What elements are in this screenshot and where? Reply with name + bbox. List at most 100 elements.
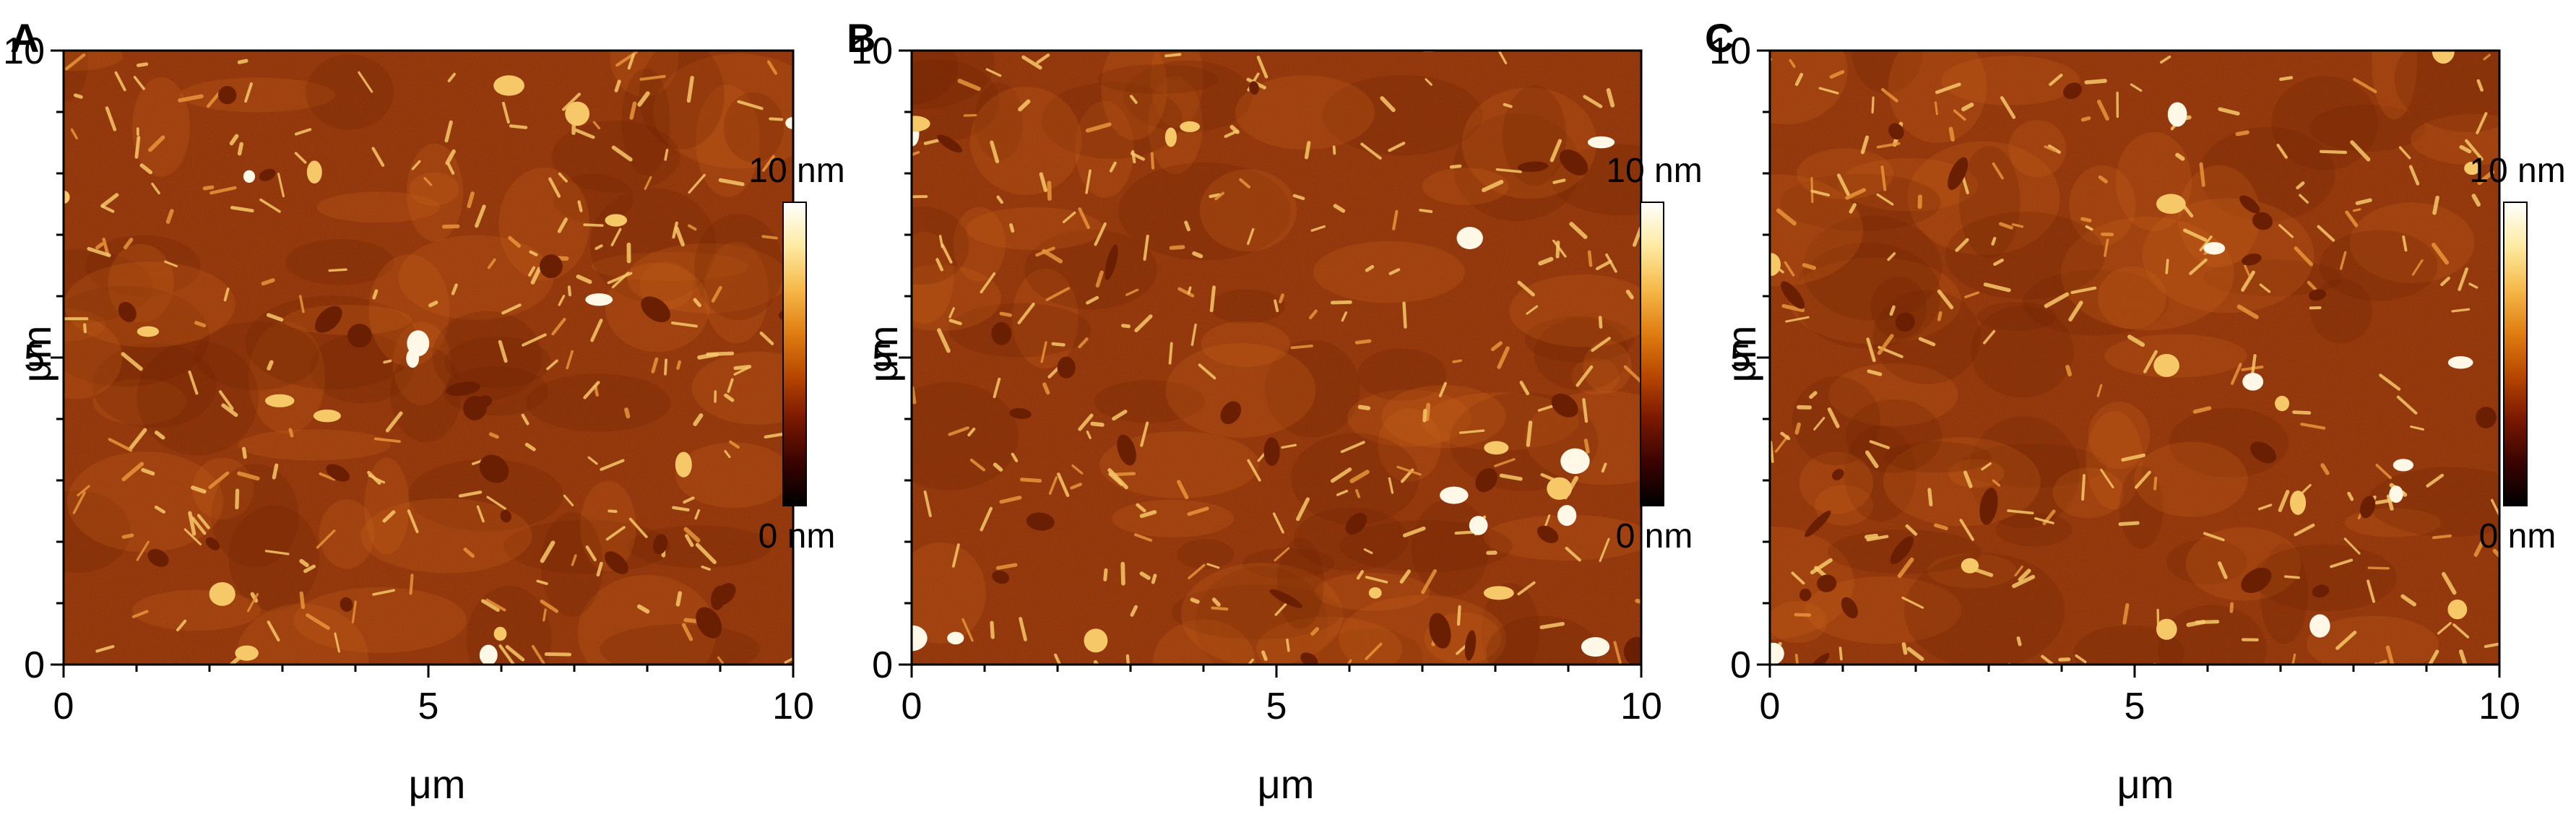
fibril	[724, 450, 731, 459]
fibril	[1582, 398, 1589, 423]
fibril	[1256, 56, 1268, 79]
texture-blotch	[2097, 266, 2166, 329]
panel-c: C 0 5 10 0 5 10 μm μm 10 nm 0 nm	[1705, 15, 2566, 807]
fibril	[1190, 323, 1197, 346]
fibril	[1497, 51, 1508, 64]
fibril	[73, 93, 83, 99]
fibril	[2034, 516, 2054, 524]
fibril	[2016, 636, 2022, 647]
texture-blotch	[2306, 615, 2439, 665]
fibril	[675, 591, 683, 607]
fibril	[1019, 477, 1042, 483]
fibril	[1356, 570, 1365, 580]
dark-pit	[1805, 510, 1831, 537]
fibril	[951, 543, 960, 568]
fibril	[1286, 639, 1290, 652]
texture-blotch	[66, 451, 224, 553]
dark-pit	[1345, 512, 1367, 535]
fibril	[1623, 365, 1641, 383]
fibril	[1992, 162, 2004, 180]
fibril	[727, 378, 734, 393]
fibril	[2244, 264, 2251, 277]
fibril	[451, 283, 458, 295]
fibril	[407, 509, 419, 534]
fibril	[1794, 653, 1799, 665]
texture-blotch	[306, 54, 394, 130]
bright-particle	[479, 644, 498, 665]
fibril	[967, 427, 976, 437]
fibril	[1086, 431, 1092, 439]
fibril	[624, 407, 631, 419]
fibril	[1129, 95, 1138, 104]
fibril	[2350, 140, 2371, 162]
fibril	[546, 359, 558, 371]
fibril	[1526, 420, 1533, 447]
texture-blotch	[912, 264, 1001, 332]
dark-pit	[1817, 574, 1837, 592]
fibril	[1934, 101, 1938, 116]
fibril	[1086, 295, 1099, 305]
fibril	[697, 352, 719, 360]
texture-blotch	[1888, 51, 1987, 143]
dark-pit	[205, 537, 220, 550]
bright-particle	[1557, 505, 1577, 527]
fibril	[1809, 391, 1818, 399]
fibril	[1538, 256, 1554, 266]
fibril	[194, 321, 207, 328]
fibril	[2007, 662, 2011, 665]
texture-blotch	[2069, 165, 2136, 246]
dark-pit	[147, 548, 169, 567]
fibril	[196, 514, 210, 529]
bright-particle	[565, 101, 590, 126]
dark-pit	[1536, 525, 1559, 543]
dark-pit	[1009, 407, 1032, 419]
fibril	[684, 534, 694, 548]
fibril	[1140, 421, 1149, 447]
fibril	[528, 266, 536, 277]
fibril	[980, 506, 993, 532]
texture-blotch	[2008, 120, 2067, 178]
fibril	[1190, 597, 1200, 604]
fibril	[675, 226, 685, 247]
fibril	[1780, 431, 1791, 441]
fibril	[607, 272, 633, 285]
x-tick-label: 5	[418, 686, 439, 727]
fibril	[686, 75, 694, 103]
fibril	[1955, 238, 1969, 252]
fibril	[237, 59, 248, 64]
fibril	[2317, 225, 2335, 242]
dark-pit	[1979, 488, 1998, 525]
x-tick-label: 10	[1620, 686, 1662, 727]
fibril	[2278, 490, 2290, 512]
fibril	[2098, 175, 2108, 183]
texture-blotch	[1948, 459, 2005, 488]
texture-blotch	[248, 321, 325, 434]
fibril	[372, 589, 395, 596]
afm-background	[912, 51, 1641, 665]
texture-blotch	[319, 499, 375, 569]
fibril	[1937, 311, 1942, 321]
fibril	[1310, 627, 1320, 636]
panel-letter: A	[10, 15, 39, 61]
fibril	[1047, 181, 1052, 201]
fibril	[501, 303, 522, 315]
y-tick-label: 10	[1709, 30, 1751, 72]
fibril	[769, 117, 784, 121]
fibril	[508, 235, 522, 248]
fibril	[639, 74, 666, 81]
fibril	[2375, 464, 2392, 480]
bright-particle	[209, 582, 235, 606]
fibril	[154, 505, 165, 514]
fibril	[571, 554, 577, 566]
fibril	[1459, 429, 1485, 434]
bright-particle	[2203, 242, 2226, 255]
fibril	[1392, 209, 1399, 230]
texture-blotch	[2310, 279, 2372, 344]
texture-blotch	[639, 51, 725, 150]
fibril	[2279, 76, 2294, 82]
x-axis: 0 5 10	[902, 665, 1662, 727]
fibril	[1519, 381, 1530, 396]
fibril	[2330, 558, 2354, 569]
fibril	[1070, 483, 1082, 490]
fibril	[1869, 440, 1890, 449]
